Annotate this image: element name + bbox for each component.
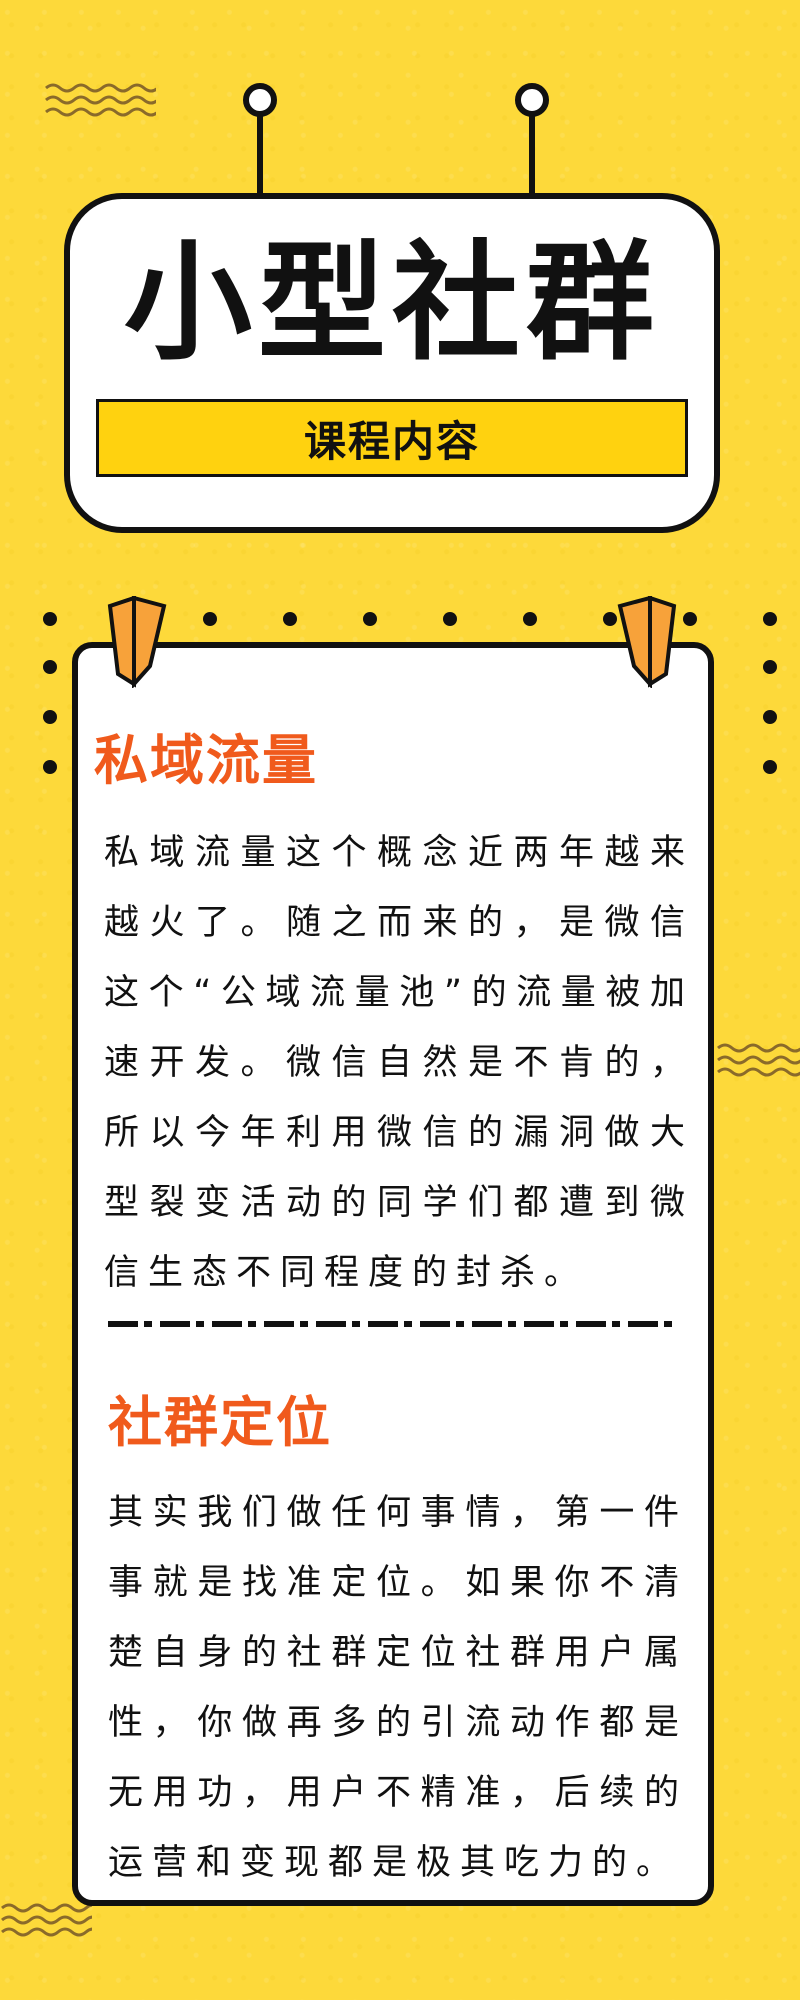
section-body-private-traffic: 私域流量这个概念近两年越来越火了。随之而来的，是微信这个“公域流量池”的流量被加…	[104, 833, 694, 1293]
page-title: 小型社群	[123, 229, 660, 378]
section-title-community-positioning: 社群定位	[108, 1391, 332, 1454]
hanger-left-icon	[243, 83, 277, 198]
wave-decoration-right	[717, 1043, 800, 1077]
hanger-right-icon	[515, 83, 549, 198]
dot-border-decoration	[43, 612, 777, 774]
wave-decoration-top-left	[45, 83, 156, 117]
subtitle-text: 课程内容	[303, 416, 480, 466]
subtitle-banner: 课程内容	[96, 399, 688, 477]
title-card: 小型社群 课程内容	[64, 193, 720, 533]
section-body-community-positioning: 其实我们做任何事情，第一件事就是找准定位。如果你不清楚自身的社群定位社群用户属性…	[108, 1493, 688, 1883]
clip-right-icon	[617, 596, 677, 688]
clip-left-icon	[107, 596, 167, 688]
dashed-divider	[108, 1321, 678, 1327]
section-title-private-traffic: 私域流量	[94, 729, 318, 792]
wave-decoration-bottom-left	[1, 1903, 92, 1937]
content-card: 私域流量 私域流量这个概念近两年越来越火了。随之而来的，是微信这个“公域流量池”…	[72, 642, 714, 1906]
